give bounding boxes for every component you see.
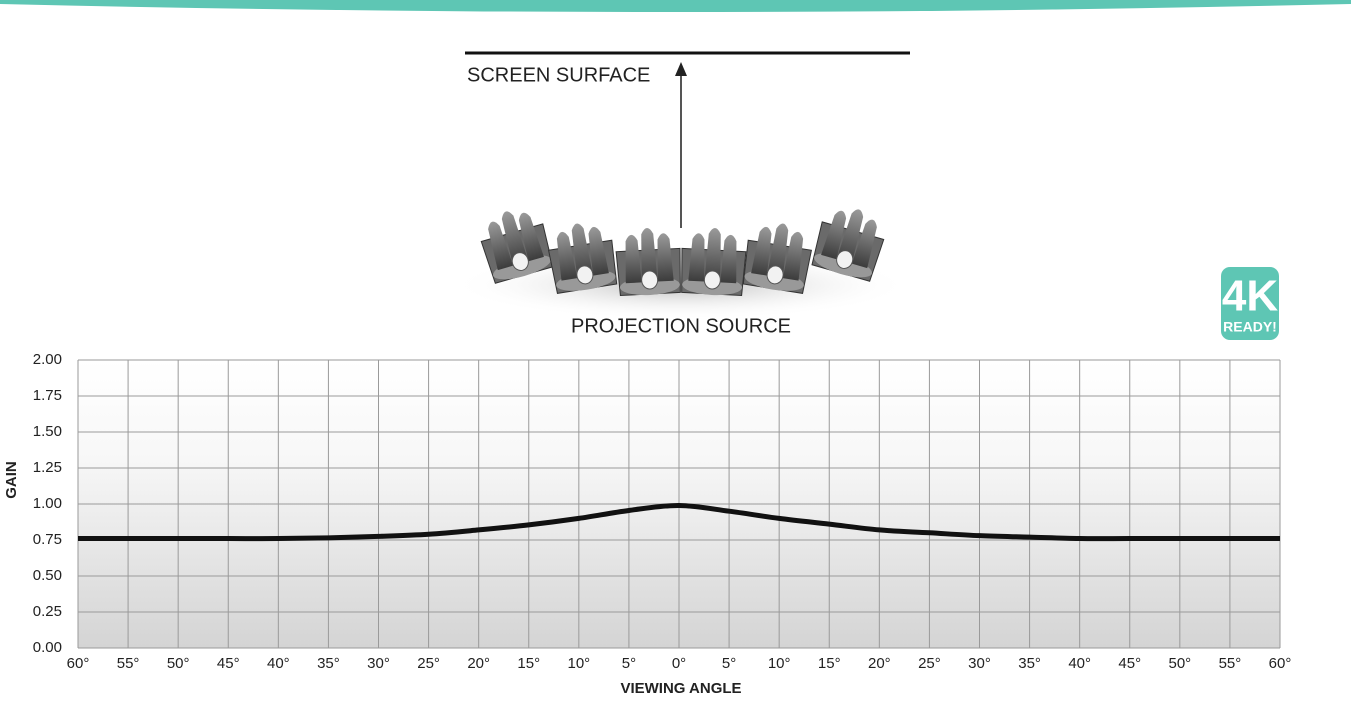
x-tick-label: 20°	[467, 655, 490, 672]
x-tick-label: 35°	[317, 655, 340, 672]
x-tick-label: 55°	[1219, 655, 1242, 672]
x-tick-label: 5°	[622, 655, 636, 672]
x-tick-label: 40°	[1068, 655, 1091, 672]
screen-label: SCREEN SURFACE	[467, 64, 650, 86]
seat-figure	[501, 211, 529, 266]
x-tick-label: 45°	[1118, 655, 1141, 672]
seat-figure	[751, 226, 772, 276]
seat	[615, 228, 681, 297]
y-tick-label: 1.75	[33, 387, 62, 404]
badge	[1221, 267, 1279, 340]
seat-light	[766, 265, 784, 285]
seat-figure	[782, 231, 804, 281]
x-tick-label: 10°	[768, 655, 791, 672]
y-tick-label: 1.00	[33, 495, 62, 512]
seat-figure	[625, 234, 642, 284]
x-tick-label: 15°	[818, 655, 841, 672]
x-tick-label: 50°	[1168, 655, 1191, 672]
seat-figure	[571, 223, 594, 279]
seat	[547, 223, 618, 294]
seat-figure	[657, 233, 674, 282]
x-tick-label: 0°	[672, 655, 686, 672]
seat-figure	[488, 221, 514, 271]
seat-figure	[720, 234, 737, 284]
seat-figure	[518, 212, 544, 262]
x-tick-label: 15°	[517, 655, 540, 672]
x-tick-label: 30°	[968, 655, 991, 672]
y-tick-label: 0.50	[33, 567, 62, 584]
seat	[742, 223, 813, 294]
x-tick-label: 30°	[367, 655, 390, 672]
seat-figure	[641, 228, 658, 283]
x-tick-label: 25°	[918, 655, 941, 672]
arrow-head	[675, 62, 687, 76]
y-axis-label: GAIN	[3, 461, 20, 499]
seat-figure	[588, 226, 609, 276]
x-tick-label: 25°	[417, 655, 440, 672]
seat-figure	[766, 223, 789, 279]
top-band	[0, 0, 1351, 12]
seat-figure	[851, 219, 877, 269]
x-tick-label: 20°	[868, 655, 891, 672]
badge-main: 4K	[1222, 272, 1278, 321]
x-tick-label: 60°	[67, 655, 90, 672]
y-tick-label: 0.00	[33, 639, 62, 656]
y-tick-label: 0.75	[33, 531, 62, 548]
y-tick-label: 0.25	[33, 603, 62, 620]
gain-line	[78, 502, 1280, 542]
x-tick-label: 60°	[1269, 655, 1292, 672]
seat-light	[511, 252, 529, 271]
x-tick-label: 40°	[267, 655, 290, 672]
x-tick-label: 10°	[567, 655, 590, 672]
seat-light	[703, 270, 721, 290]
seat-figure	[556, 231, 578, 281]
seat-figure	[704, 228, 721, 283]
x-tick-label: 5°	[722, 655, 736, 672]
seat-light	[576, 265, 594, 285]
y-tick-label: 1.25	[33, 459, 62, 476]
y-tick-label: 1.50	[33, 423, 62, 440]
x-tick-label: 35°	[1018, 655, 1041, 672]
x-tick-label: 50°	[167, 655, 190, 672]
seat-light	[836, 250, 854, 269]
seat-light	[641, 270, 659, 290]
seats-illustration	[451, 209, 911, 320]
x-tick-label: 45°	[217, 655, 240, 672]
x-tick-label: 55°	[117, 655, 140, 672]
seat	[811, 209, 885, 282]
y-tick-label: 2.00	[33, 351, 62, 368]
badge-sub: READY!	[1223, 319, 1277, 335]
seat-figure	[836, 209, 864, 264]
seat-figure	[821, 210, 847, 260]
seat-figure	[688, 233, 705, 282]
grid	[77, 359, 1281, 649]
source-label: PROJECTION SOURCE	[571, 315, 791, 337]
seat	[480, 211, 554, 284]
seat	[681, 228, 747, 297]
x-axis-label: VIEWING ANGLE	[620, 680, 741, 697]
